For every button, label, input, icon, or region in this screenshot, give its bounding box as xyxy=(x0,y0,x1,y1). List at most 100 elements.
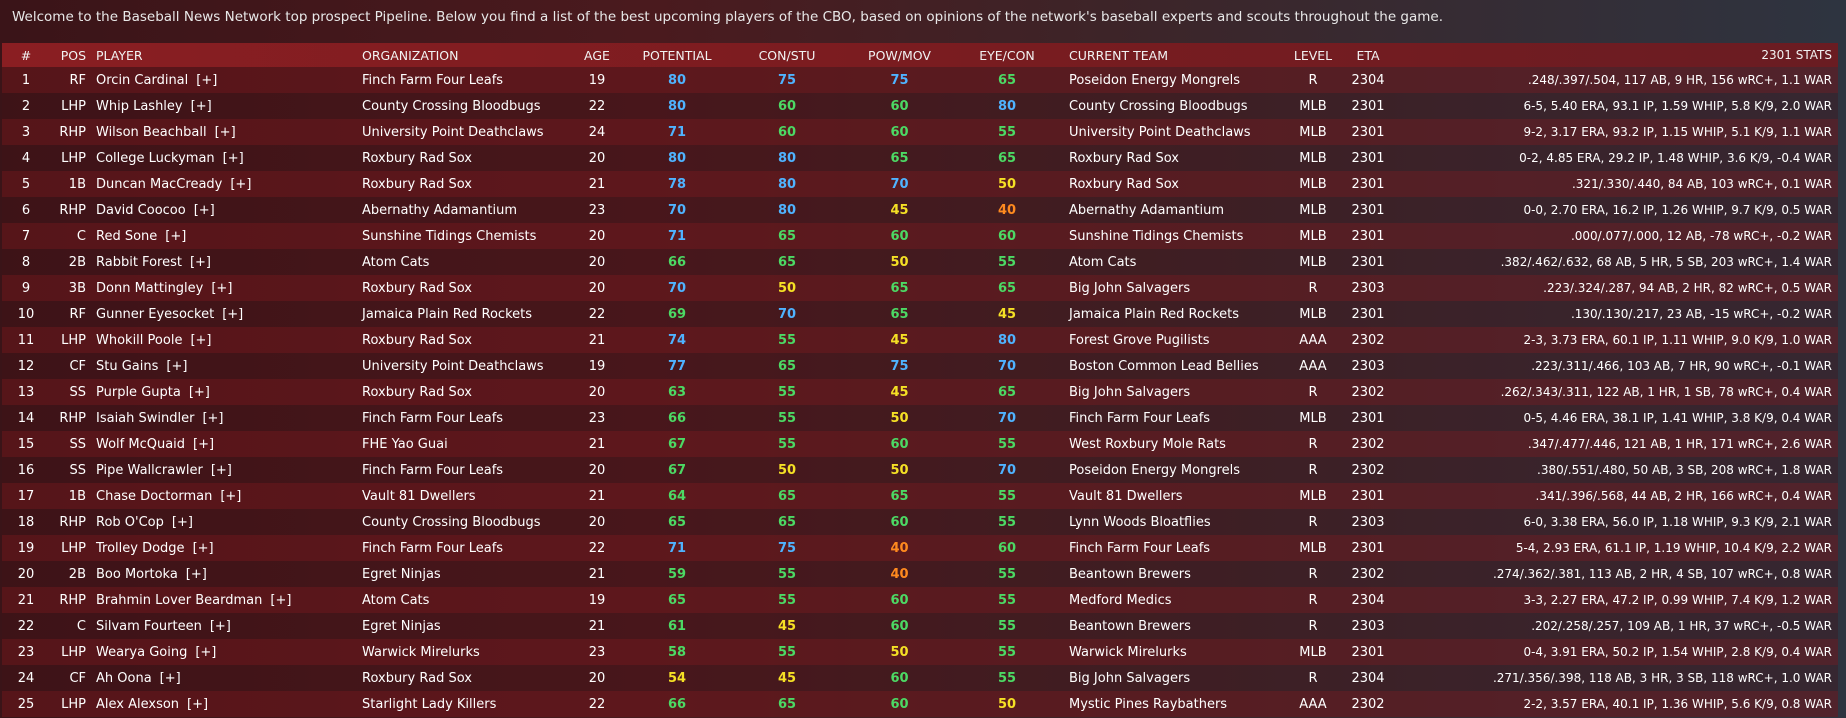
player-name-link[interactable]: Whokill Poole xyxy=(96,332,183,348)
col-header-stats[interactable]: 2301 STATS xyxy=(1761,48,1832,62)
current-team-cell[interactable]: Warwick Mirelurks xyxy=(1069,644,1187,660)
table-row[interactable]: 23 LHP Wearya Going [+] Warwick Mirelurks 23 5… xyxy=(2,639,1838,665)
player-name-link[interactable]: Brahmin Lover Beardman xyxy=(96,592,263,608)
expand-player-button[interactable]: [+] xyxy=(195,644,217,660)
player-name-link[interactable]: Gunner Eyesocket xyxy=(96,306,215,322)
table-row[interactable]: 25 LHP Alex Alexson [+] Starlight Lady Kille… xyxy=(2,691,1838,717)
col-header-con-stu[interactable]: CON/STU xyxy=(758,47,816,63)
organization-cell[interactable]: Roxbury Rad Sox xyxy=(362,176,472,192)
col-header-pow-mov[interactable]: POW/MOV xyxy=(868,47,931,63)
organization-cell[interactable]: Finch Farm Four Leafs xyxy=(362,410,504,426)
organization-cell[interactable]: University Point Deathclaws xyxy=(362,358,544,374)
table-row[interactable]: 11 LHP Whokill Poole [+] Roxbury Rad Sox 21 74… xyxy=(2,327,1838,353)
table-row[interactable]: 21 RHP Brahmin Lover Beardman [+] Atom Cats 1… xyxy=(2,587,1838,613)
organization-cell[interactable]: Finch Farm Four Leafs xyxy=(362,540,504,556)
current-team-cell[interactable]: Mystic Pines Raybathers xyxy=(1069,696,1228,712)
organization-cell[interactable]: University Point Deathclaws xyxy=(362,124,544,140)
organization-cell[interactable]: County Crossing Bloodbugs xyxy=(362,98,541,114)
col-header-pos[interactable]: POS xyxy=(60,47,86,63)
expand-player-button[interactable]: [+] xyxy=(222,306,244,322)
expand-player-button[interactable]: [+] xyxy=(193,436,215,452)
table-row[interactable]: 12 CF Stu Gains [+] University Point Deathcl… xyxy=(2,353,1838,379)
current-team-cell[interactable]: Jamaica Plain Red Rockets xyxy=(1069,306,1240,322)
current-team-cell[interactable]: Abernathy Adamantium xyxy=(1069,202,1224,218)
organization-cell[interactable]: Jamaica Plain Red Rockets xyxy=(362,306,533,322)
player-name-link[interactable]: Chase Doctorman xyxy=(96,488,213,504)
player-name-link[interactable]: Purple Gupta xyxy=(96,384,181,400)
player-name-link[interactable]: Duncan MacCready xyxy=(96,176,223,192)
player-name-link[interactable]: Wilson Beachball xyxy=(96,124,207,140)
table-row[interactable]: 9 3B Donn Mattingley [+] Roxbury Rad Sox 20 70… xyxy=(2,275,1838,301)
player-name-link[interactable]: Trolley Dodge xyxy=(96,540,185,556)
organization-cell[interactable]: Sunshine Tidings Chemists xyxy=(362,228,537,244)
table-row[interactable]: 3 RHP Wilson Beachball [+] University Point … xyxy=(2,119,1838,145)
expand-player-button[interactable]: [+] xyxy=(222,150,244,166)
player-name-link[interactable]: Red Sone xyxy=(96,228,158,244)
expand-player-button[interactable]: [+] xyxy=(192,540,214,556)
expand-player-button[interactable]: [+] xyxy=(190,98,212,114)
current-team-cell[interactable]: Finch Farm Four Leafs xyxy=(1069,540,1211,556)
expand-player-button[interactable]: [+] xyxy=(270,592,292,608)
organization-cell[interactable]: Egret Ninjas xyxy=(362,618,441,634)
expand-player-button[interactable]: [+] xyxy=(214,124,236,140)
current-team-cell[interactable]: Boston Common Lead Bellies xyxy=(1069,358,1259,374)
player-name-link[interactable]: Orcin Cardinal xyxy=(96,72,189,88)
player-name-link[interactable]: Isaiah Swindler xyxy=(96,410,195,426)
current-team-cell[interactable]: Poseidon Energy Mongrels xyxy=(1069,462,1241,478)
current-team-cell[interactable]: County Crossing Bloodbugs xyxy=(1069,98,1248,114)
organization-cell[interactable]: Vault 81 Dwellers xyxy=(362,488,476,504)
expand-player-button[interactable]: [+] xyxy=(220,488,242,504)
table-row[interactable]: 22 C Silvam Fourteen [+] Egret Ninjas 21 61 45 6… xyxy=(2,613,1838,639)
expand-player-button[interactable]: [+] xyxy=(188,384,210,400)
player-name-link[interactable]: Alex Alexson xyxy=(96,696,180,712)
expand-player-button[interactable]: [+] xyxy=(189,254,212,270)
table-row[interactable]: 10 RF Gunner Eyesocket [+] Jamaica Plain Red… xyxy=(2,301,1838,327)
player-name-link[interactable]: Boo Mortoka xyxy=(96,566,178,582)
expand-player-button[interactable]: [+] xyxy=(187,696,209,712)
col-header-eta[interactable]: ETA xyxy=(1356,47,1380,63)
current-team-cell[interactable]: Poseidon Energy Mongrels xyxy=(1069,72,1241,88)
player-name-link[interactable]: Wearya Going xyxy=(96,644,188,660)
expand-player-button[interactable]: [+] xyxy=(185,566,207,582)
current-team-cell[interactable]: Lynn Woods Bloatflies xyxy=(1069,514,1211,530)
current-team-cell[interactable]: Atom Cats xyxy=(1069,254,1137,270)
organization-cell[interactable]: Finch Farm Four Leafs xyxy=(362,72,504,88)
organization-cell[interactable]: Roxbury Rad Sox xyxy=(362,280,472,296)
current-team-cell[interactable]: Big John Salvagers xyxy=(1069,670,1191,686)
table-row[interactable]: 2 LHP Whip Lashley [+] County Crossing Blood… xyxy=(2,93,1838,119)
table-row[interactable]: 17 1B Chase Doctorman [+] Vault 81 Dwellers 2… xyxy=(2,483,1838,509)
col-header-num[interactable]: # xyxy=(20,47,32,63)
organization-cell[interactable]: Warwick Mirelurks xyxy=(362,644,480,660)
col-header-potential[interactable]: POTENTIAL xyxy=(642,47,712,63)
table-row[interactable]: 16 SS Pipe Wallcrawler [+] Finch Farm Four L… xyxy=(2,457,1838,483)
table-row[interactable]: 18 RHP Rob O'Cop [+] County Crossing Bloodbu… xyxy=(2,509,1838,535)
expand-player-button[interactable]: [+] xyxy=(230,176,252,192)
table-row[interactable]: 6 RHP David Coocoo [+] Abernathy Adamantium 2… xyxy=(2,197,1838,223)
col-header-team[interactable]: CURRENT TEAM xyxy=(1069,47,1168,63)
organization-cell[interactable]: Roxbury Rad Sox xyxy=(362,384,472,400)
player-name-link[interactable]: Wolf McQuaid xyxy=(96,436,186,452)
player-name-link[interactable]: David Coocoo xyxy=(96,202,186,218)
table-row[interactable]: 20 2B Boo Mortoka [+] Egret Ninjas 21 59 55 40 55… xyxy=(2,561,1838,587)
organization-cell[interactable]: Roxbury Rad Sox xyxy=(362,670,472,686)
organization-cell[interactable]: Abernathy Adamantium xyxy=(362,202,517,218)
current-team-cell[interactable]: Vault 81 Dwellers xyxy=(1069,488,1183,504)
player-name-link[interactable]: College Luckyman xyxy=(96,150,215,166)
table-row[interactable]: 19 LHP Trolley Dodge [+] Finch Farm Four Lea… xyxy=(2,535,1838,561)
current-team-cell[interactable]: Finch Farm Four Leafs xyxy=(1069,410,1211,426)
table-row[interactable]: 1 RF Orcin Cardinal [+] Finch Farm Four Leaf… xyxy=(2,67,1838,93)
current-team-cell[interactable]: Sunshine Tidings Chemists xyxy=(1069,228,1244,244)
expand-player-button[interactable]: [+] xyxy=(196,72,218,88)
table-row[interactable]: 5 1B Duncan MacCready [+] Roxbury Rad Sox 21 7… xyxy=(2,171,1838,197)
current-team-cell[interactable]: Big John Salvagers xyxy=(1069,280,1191,296)
current-team-cell[interactable]: Big John Salvagers xyxy=(1069,384,1191,400)
expand-player-button[interactable]: [+] xyxy=(159,670,181,686)
expand-player-button[interactable]: [+] xyxy=(193,202,215,218)
player-name-link[interactable]: Pipe Wallcrawler xyxy=(96,462,203,478)
table-row[interactable]: 4 LHP College Luckyman [+] Roxbury Rad Sox 20… xyxy=(2,145,1838,171)
expand-player-button[interactable]: [+] xyxy=(209,618,231,634)
organization-cell[interactable]: Roxbury Rad Sox xyxy=(362,332,472,348)
player-name-link[interactable]: Rob O'Cop xyxy=(96,514,164,530)
current-team-cell[interactable]: Beantown Brewers xyxy=(1069,618,1191,634)
player-name-link[interactable]: Silvam Fourteen xyxy=(96,618,202,634)
